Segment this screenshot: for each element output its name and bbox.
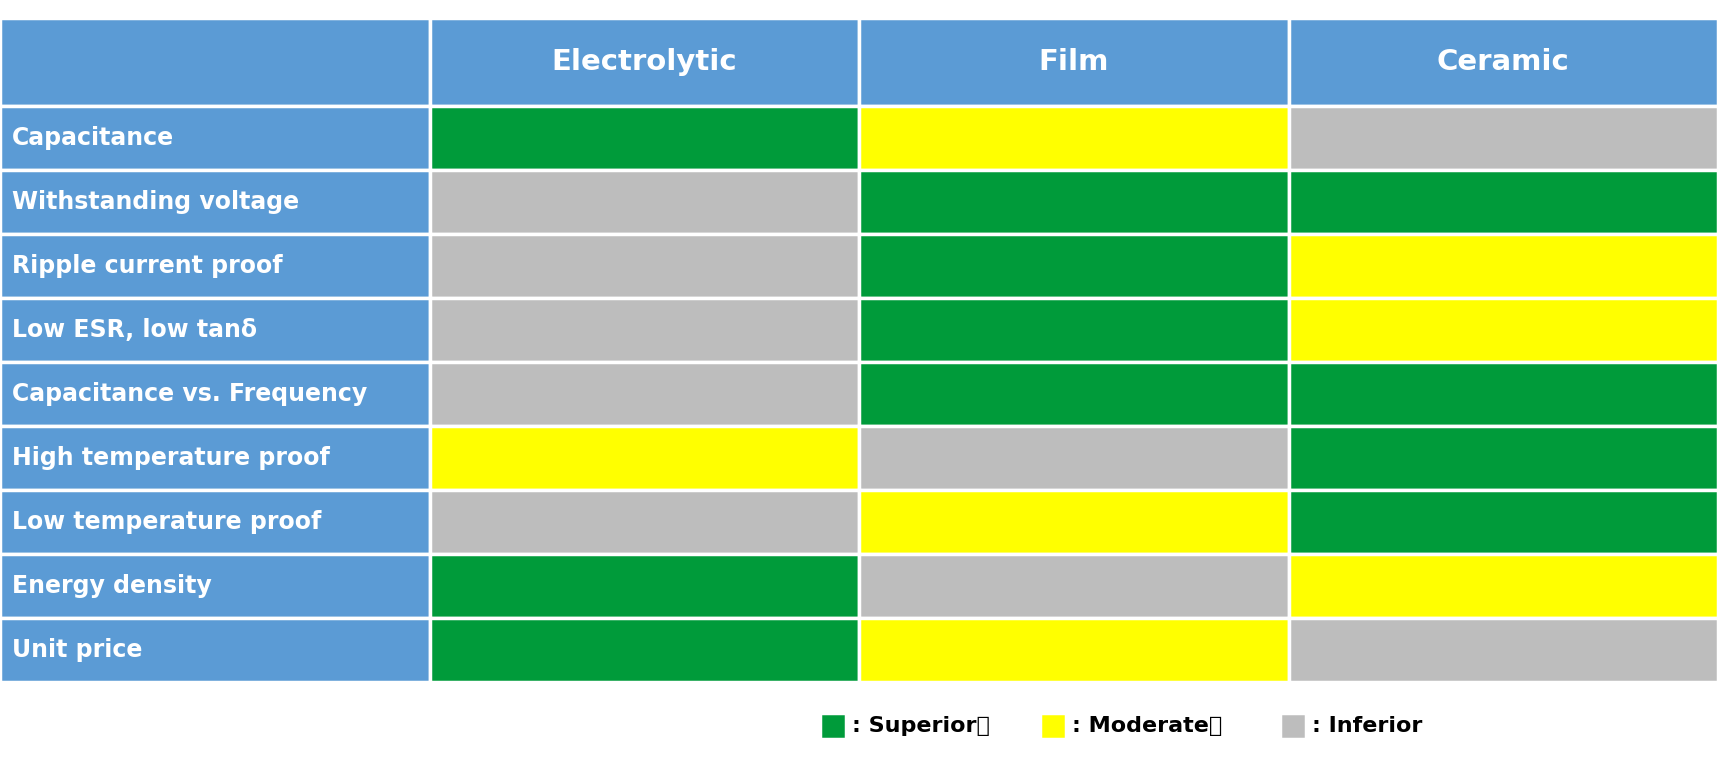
Bar	[859, 426, 1288, 490]
Bar	[430, 18, 859, 106]
Bar	[859, 362, 1288, 426]
Text: : Superior、: : Superior、	[852, 716, 990, 736]
Text: Capacitance vs. Frequency: Capacitance vs. Frequency	[12, 382, 368, 406]
Bar	[1288, 618, 1718, 682]
Bar	[859, 170, 1288, 234]
Bar	[1288, 18, 1718, 106]
Text: Low ESR, low tanδ: Low ESR, low tanδ	[12, 318, 258, 342]
Bar	[859, 18, 1288, 106]
Bar	[819, 713, 845, 739]
Bar	[430, 170, 859, 234]
Bar	[0, 170, 430, 234]
Text: Film: Film	[1039, 48, 1110, 76]
Bar	[1288, 170, 1718, 234]
Bar	[430, 234, 859, 298]
Bar	[0, 426, 430, 490]
Text: High temperature proof: High temperature proof	[12, 446, 330, 470]
Bar	[859, 106, 1288, 170]
Bar	[859, 234, 1288, 298]
Bar	[1280, 713, 1306, 739]
Text: Withstanding voltage: Withstanding voltage	[12, 190, 299, 214]
Bar	[859, 554, 1288, 618]
Bar	[1288, 234, 1718, 298]
Text: Ripple current proof: Ripple current proof	[12, 254, 283, 278]
Text: Energy density: Energy density	[12, 574, 211, 598]
Bar	[0, 490, 430, 554]
Text: Electrolytic: Electrolytic	[551, 48, 737, 76]
Bar	[0, 106, 430, 170]
Bar	[1288, 106, 1718, 170]
Bar	[430, 490, 859, 554]
Bar	[1288, 554, 1718, 618]
Text: Ceramic: Ceramic	[1436, 48, 1570, 76]
Bar	[0, 554, 430, 618]
Bar	[859, 490, 1288, 554]
Bar	[430, 618, 859, 682]
Text: Low temperature proof: Low temperature proof	[12, 510, 321, 534]
Bar	[0, 298, 430, 362]
Text: Unit price: Unit price	[12, 638, 143, 662]
Text: : Moderate、: : Moderate、	[1072, 716, 1221, 736]
Bar	[430, 554, 859, 618]
Bar	[430, 298, 859, 362]
Bar	[859, 618, 1288, 682]
Bar	[1288, 490, 1718, 554]
Bar	[0, 234, 430, 298]
Bar	[1288, 298, 1718, 362]
Text: Capacitance: Capacitance	[12, 126, 174, 150]
Bar	[1288, 362, 1718, 426]
Bar	[430, 426, 859, 490]
Bar	[0, 362, 430, 426]
Bar	[1039, 713, 1065, 739]
Bar	[430, 362, 859, 426]
Bar	[0, 618, 430, 682]
Bar	[430, 106, 859, 170]
Bar	[1288, 426, 1718, 490]
Bar	[859, 298, 1288, 362]
Text: : Inferior: : Inferior	[1313, 716, 1423, 736]
Bar	[0, 18, 430, 106]
